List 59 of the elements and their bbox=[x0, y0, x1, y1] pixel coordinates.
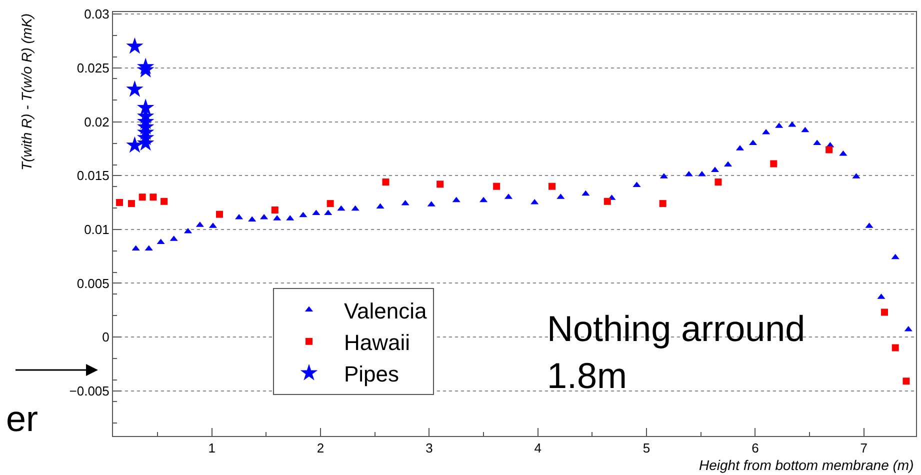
text: er bbox=[6, 398, 38, 439]
point bbox=[902, 378, 910, 385]
point bbox=[892, 344, 899, 352]
point bbox=[436, 180, 444, 188]
point bbox=[452, 196, 460, 202]
point bbox=[493, 182, 500, 190]
point bbox=[826, 146, 833, 154]
point bbox=[604, 198, 611, 205]
x-tick-label: 1 bbox=[208, 440, 216, 456]
point bbox=[351, 205, 360, 211]
point bbox=[138, 194, 146, 201]
point bbox=[156, 238, 165, 244]
point bbox=[116, 198, 124, 206]
point bbox=[337, 205, 346, 211]
point bbox=[880, 308, 888, 316]
y-axis-title: T(with R) - T(w/o R) (mK) bbox=[18, 13, 34, 170]
point bbox=[582, 190, 590, 196]
y-tick-label: 0.025 bbox=[76, 60, 110, 76]
point bbox=[160, 198, 168, 205]
point bbox=[801, 126, 810, 132]
x-tick-label: 4 bbox=[534, 440, 542, 456]
x-tick-label: 5 bbox=[642, 440, 650, 456]
legend-label: Hawaii bbox=[344, 330, 410, 355]
y-tick-label: 0.015 bbox=[76, 168, 110, 184]
point bbox=[770, 160, 778, 168]
point bbox=[904, 326, 912, 332]
point bbox=[632, 182, 641, 188]
y-tick-label: −0.005 bbox=[69, 383, 110, 398]
legend-label: Valencia bbox=[344, 298, 428, 324]
point bbox=[788, 121, 796, 127]
point bbox=[126, 37, 144, 54]
x-tick-label: 7 bbox=[860, 440, 868, 456]
point bbox=[548, 182, 556, 190]
x-tick-label: 6 bbox=[752, 440, 759, 456]
annotation: Nothing arround 1.8m bbox=[547, 308, 806, 396]
x-axis-title: Height from bottom membrane (m) bbox=[699, 457, 914, 473]
point bbox=[271, 206, 278, 214]
point bbox=[216, 210, 223, 218]
point bbox=[126, 80, 144, 97]
point bbox=[136, 98, 154, 116]
point bbox=[659, 200, 666, 208]
point bbox=[299, 212, 308, 218]
point bbox=[714, 178, 722, 186]
point bbox=[891, 254, 900, 260]
y-tick-label: 0 bbox=[102, 330, 110, 345]
y-tick-label: 0.01 bbox=[84, 222, 110, 237]
point bbox=[382, 178, 390, 186]
x-tick-label: 2 bbox=[316, 440, 324, 456]
point bbox=[150, 194, 157, 201]
point bbox=[326, 200, 334, 208]
point bbox=[530, 198, 539, 204]
x-tick-label: 3 bbox=[426, 440, 433, 456]
point bbox=[813, 140, 822, 146]
y-tick-label: 0.005 bbox=[76, 276, 110, 291]
point bbox=[376, 203, 384, 209]
y-tick-label: 0.03 bbox=[84, 6, 110, 22]
point bbox=[128, 200, 135, 208]
legend-label: Pipes bbox=[344, 362, 400, 387]
y-tick-label: 0.02 bbox=[84, 114, 110, 130]
